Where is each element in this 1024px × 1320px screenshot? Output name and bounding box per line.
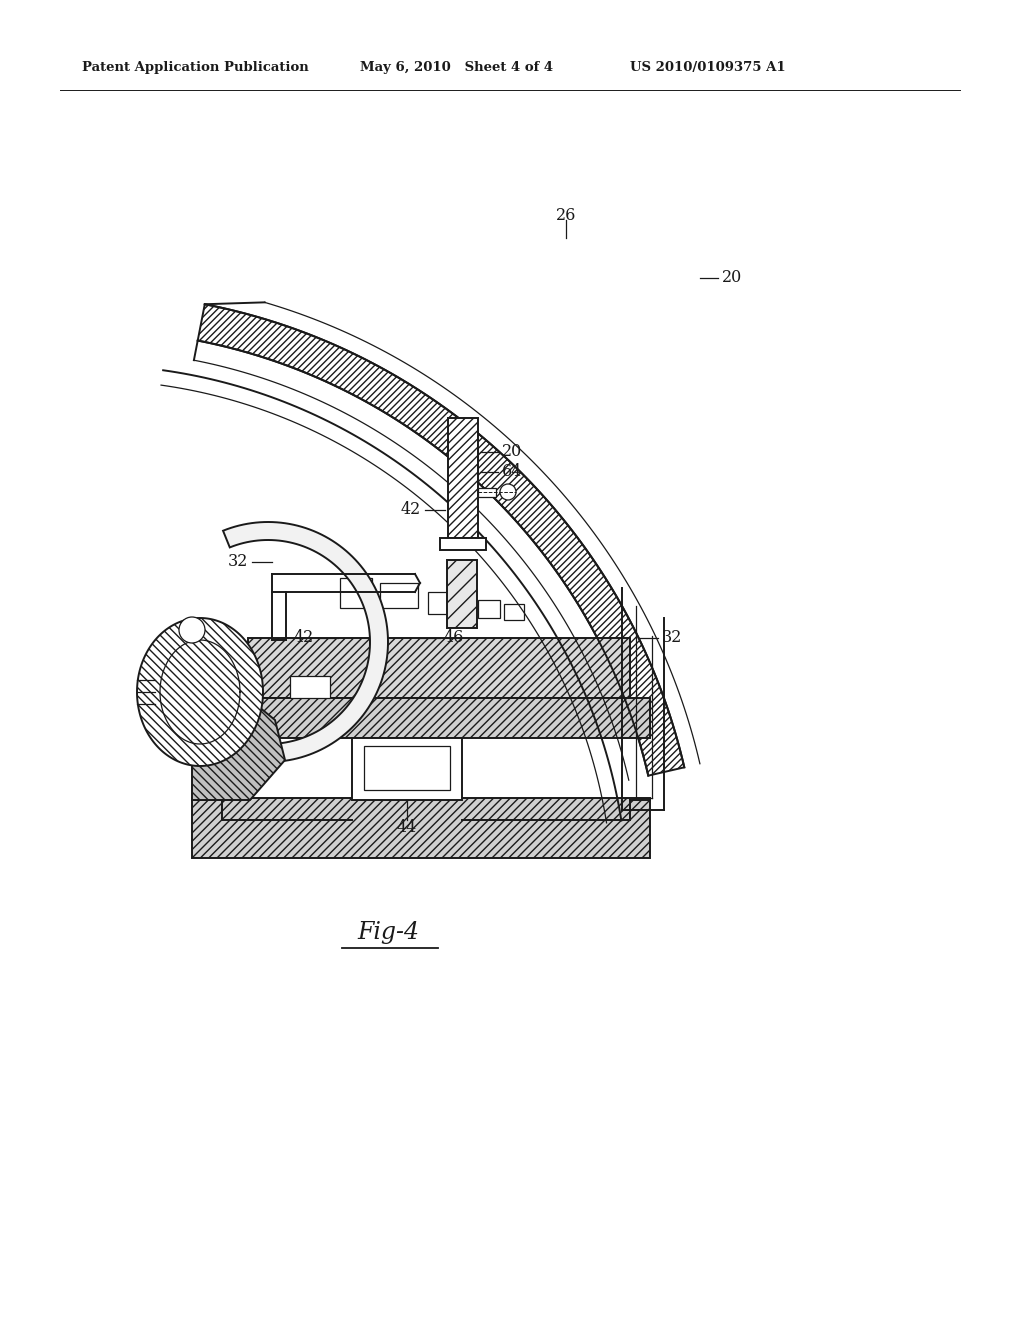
Bar — [193, 799, 650, 858]
Bar — [428, 591, 450, 614]
Text: 46: 46 — [444, 630, 464, 647]
Bar — [380, 583, 418, 609]
Bar — [455, 597, 473, 616]
Bar — [478, 488, 496, 498]
Text: May 6, 2010   Sheet 4 of 4: May 6, 2010 Sheet 4 of 4 — [360, 62, 553, 74]
Bar — [193, 698, 650, 738]
Text: 26: 26 — [556, 206, 577, 223]
Bar — [364, 746, 450, 789]
Polygon shape — [198, 304, 684, 776]
Bar — [449, 418, 478, 539]
Bar — [440, 539, 486, 550]
Bar — [290, 676, 330, 698]
Text: Patent Application Publication: Patent Application Publication — [82, 62, 309, 74]
Text: 20: 20 — [722, 269, 742, 286]
Text: 44: 44 — [397, 820, 417, 837]
Bar — [340, 578, 372, 609]
Circle shape — [500, 484, 516, 500]
Bar — [352, 738, 462, 800]
Text: 64: 64 — [502, 463, 522, 480]
Text: 42: 42 — [294, 630, 314, 647]
Text: US 2010/0109375 A1: US 2010/0109375 A1 — [630, 62, 785, 74]
Polygon shape — [193, 698, 285, 800]
Text: Fig-4: Fig-4 — [357, 920, 419, 944]
Text: 42: 42 — [400, 502, 421, 519]
Text: 32: 32 — [227, 553, 248, 570]
Polygon shape — [223, 521, 388, 762]
Text: 32: 32 — [662, 630, 682, 647]
Bar — [447, 560, 477, 628]
Bar — [478, 601, 500, 618]
Bar — [504, 605, 524, 620]
Polygon shape — [137, 618, 263, 766]
Circle shape — [179, 616, 205, 643]
Text: 20: 20 — [502, 444, 522, 461]
Bar — [248, 638, 630, 698]
